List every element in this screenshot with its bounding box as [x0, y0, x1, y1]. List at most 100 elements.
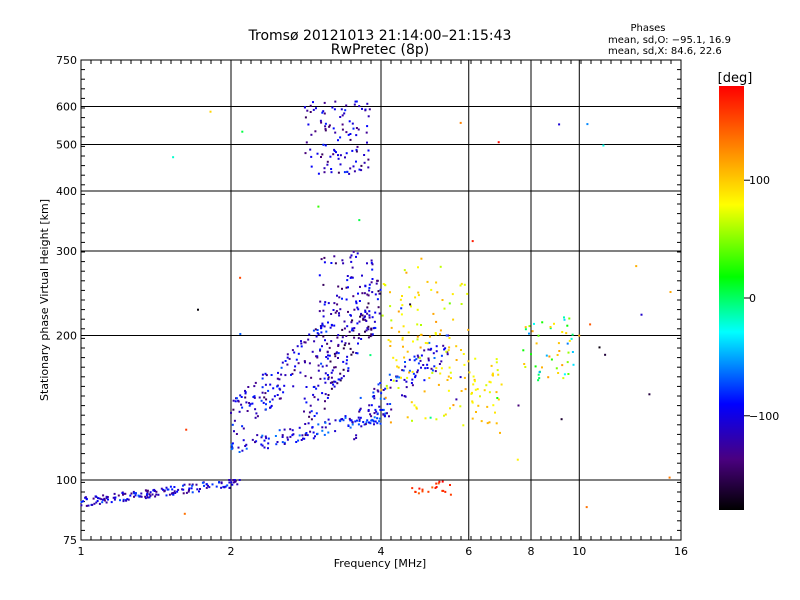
- colorbar-tick-label: 0: [749, 292, 756, 305]
- echo-point: [333, 385, 336, 388]
- echo-point: [381, 314, 384, 317]
- echo-point: [475, 411, 477, 413]
- echo-point: [320, 156, 322, 158]
- echo-point: [437, 482, 440, 485]
- echo-point: [356, 252, 359, 255]
- echo-point: [146, 493, 149, 496]
- echo-point: [352, 250, 355, 253]
- echo-point: [472, 383, 475, 386]
- echo-point: [447, 389, 450, 392]
- echo-point: [341, 297, 343, 300]
- echo-point: [315, 355, 318, 358]
- echo-point: [323, 325, 326, 328]
- echo-point: [337, 157, 340, 160]
- echo-point: [354, 420, 357, 423]
- echo-point: [557, 372, 560, 374]
- echo-point: [238, 410, 241, 413]
- echo-point: [327, 354, 329, 357]
- echo-point: [449, 371, 452, 374]
- echo-point: [122, 500, 125, 503]
- echo-point: [413, 355, 416, 358]
- echo-point: [232, 479, 235, 481]
- echo-point: [366, 102, 369, 105]
- echo-point: [363, 154, 366, 156]
- echo-point: [263, 439, 266, 442]
- echo-point: [524, 328, 527, 331]
- echo-point: [358, 168, 361, 171]
- echo-point: [171, 488, 174, 491]
- echo-point: [356, 306, 359, 309]
- echo-point: [309, 148, 312, 151]
- echo-point: [323, 256, 326, 259]
- echo-point: [464, 388, 467, 391]
- echo-point: [366, 327, 369, 330]
- echo-point: [418, 356, 421, 359]
- colorbar-ticks: 100 0 −100: [744, 174, 779, 423]
- echo-point: [304, 361, 306, 364]
- echo-point: [516, 458, 519, 461]
- echo-point: [339, 379, 342, 382]
- echo-point: [355, 302, 358, 305]
- echo-point: [334, 430, 337, 433]
- grid-lines: [81, 60, 681, 540]
- echo-point: [356, 145, 359, 148]
- echo-point: [405, 380, 408, 383]
- phases-legend-x-line: mean, sd,X: 84.6, 22.6: [608, 46, 722, 57]
- echo-point: [241, 130, 244, 133]
- colorbar-tick-label: 100: [749, 174, 770, 187]
- echo-point: [336, 294, 338, 297]
- echo-point: [366, 141, 368, 144]
- echo-point: [269, 400, 271, 403]
- echo-point: [349, 256, 352, 259]
- echo-point: [492, 404, 495, 407]
- echo-point: [557, 342, 560, 345]
- echo-point: [416, 335, 419, 338]
- plot-area: 1 2 4 6 8 10 16 75 100 200 300 400 500 600 750: [56, 54, 688, 558]
- echo-point: [366, 262, 368, 265]
- echo-point: [334, 355, 337, 358]
- echo-point: [319, 377, 322, 380]
- echo-point: [374, 408, 377, 411]
- echo-point: [459, 284, 462, 287]
- echo-point: [373, 412, 376, 415]
- echo-point: [364, 330, 366, 333]
- echo-point: [348, 120, 351, 123]
- echo-point: [251, 438, 254, 441]
- echo-point: [265, 403, 267, 406]
- echo-point: [342, 375, 345, 378]
- echo-point: [321, 426, 324, 429]
- echo-point: [402, 325, 405, 328]
- echo-point: [417, 492, 420, 495]
- echo-point: [414, 296, 417, 299]
- echo-point: [449, 407, 451, 410]
- echo-point: [437, 383, 440, 386]
- echo-point: [440, 360, 443, 363]
- echo-point: [426, 367, 429, 369]
- echo-point: [291, 429, 294, 432]
- echo-point: [317, 172, 320, 175]
- echo-point: [165, 486, 168, 489]
- echo-point: [370, 419, 373, 422]
- echo-point: [347, 367, 350, 370]
- echo-point: [572, 363, 575, 366]
- echo-point: [467, 360, 470, 363]
- echo-point: [344, 415, 347, 418]
- echo-point: [414, 491, 417, 493]
- echo-point: [277, 371, 279, 374]
- echo-point: [567, 351, 570, 354]
- echo-point: [355, 127, 358, 129]
- echo-point: [565, 332, 568, 335]
- echo-point: [239, 333, 242, 335]
- echo-point: [373, 397, 376, 400]
- echo-point: [134, 494, 137, 497]
- echo-point: [343, 327, 346, 330]
- echo-point: [524, 326, 527, 329]
- echo-point: [247, 386, 250, 388]
- echo-point: [91, 503, 94, 506]
- echo-point: [343, 320, 346, 323]
- echo-point: [446, 379, 449, 381]
- echo-point: [265, 398, 268, 401]
- echo-point: [334, 311, 337, 314]
- echo-point: [440, 354, 443, 357]
- echo-point: [85, 497, 88, 500]
